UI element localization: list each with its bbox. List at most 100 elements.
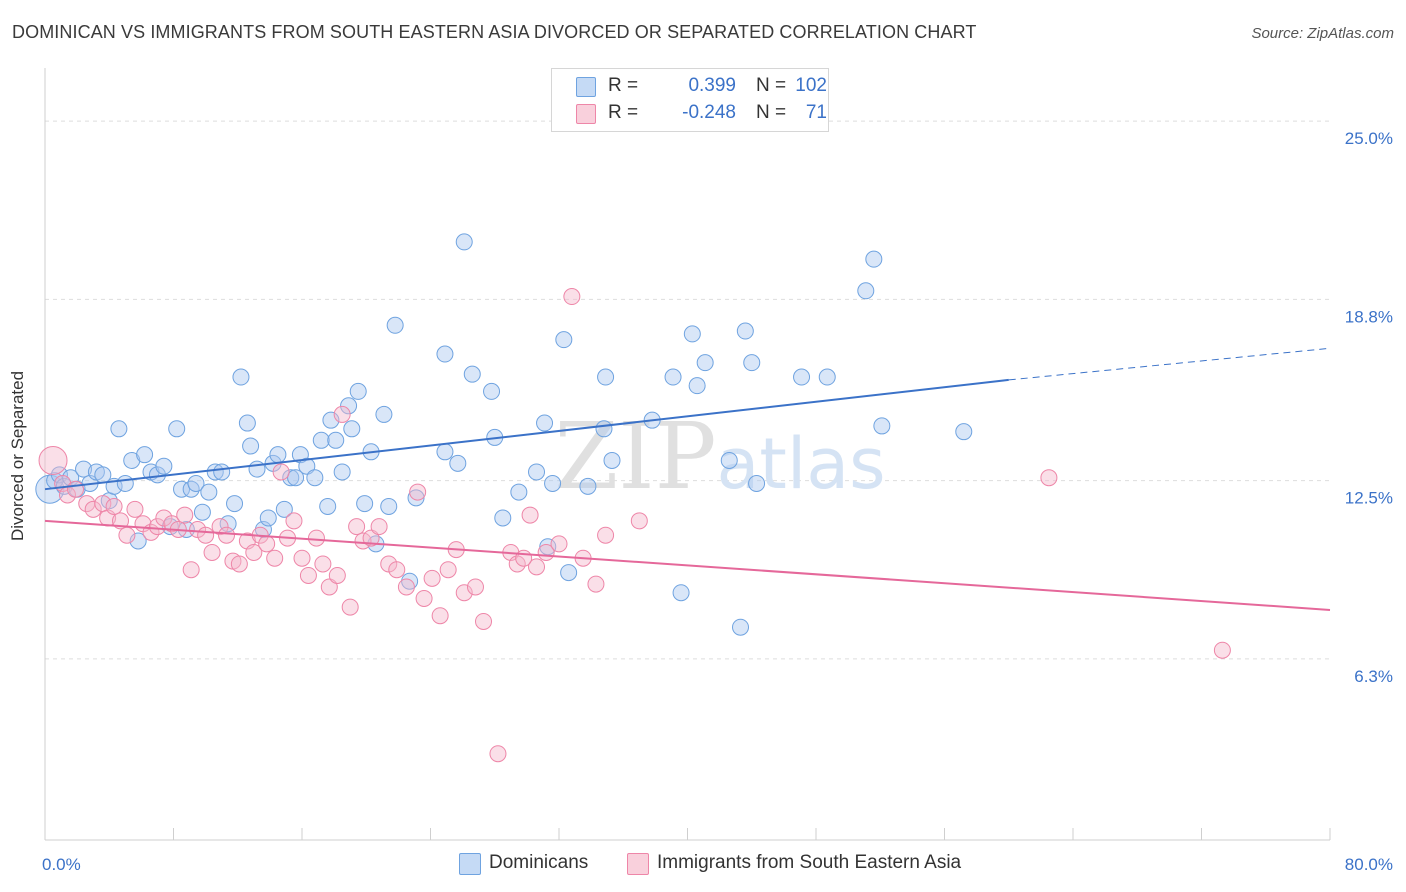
data-point (314, 555, 332, 573)
data-point (126, 500, 144, 518)
data-point (275, 500, 293, 518)
data-point (105, 497, 123, 515)
data-point (630, 512, 648, 530)
data-point (118, 526, 136, 544)
data-point (563, 288, 581, 306)
legend-r-label: R = (608, 75, 639, 96)
data-point (544, 474, 562, 492)
data-point (550, 535, 568, 553)
y-tick-label: 6.3% (1354, 667, 1393, 686)
data-point (597, 368, 615, 386)
data-point (439, 561, 457, 579)
data-point (455, 233, 473, 251)
data-point (688, 377, 706, 395)
trend-line-extension (1008, 347, 1331, 381)
legend-n-label: N = (756, 102, 787, 123)
correlation-legend: R = 0.399 N = 102 R = -0.248 N = 71 (551, 68, 829, 132)
x-tick-label: 0.0% (42, 855, 81, 874)
axes (44, 68, 1331, 841)
data-point (340, 397, 358, 415)
data-point (67, 480, 85, 498)
trend-line (44, 378, 1009, 491)
legend-swatch-blue (576, 77, 596, 97)
data-point (155, 457, 173, 475)
data-point (466, 578, 484, 596)
data-point (597, 526, 615, 544)
data-point (173, 480, 191, 498)
data-point (386, 316, 404, 334)
legend-n-value: 102 (795, 75, 827, 96)
data-point (515, 549, 533, 567)
data-point (320, 578, 338, 596)
data-point (182, 561, 200, 579)
data-point (362, 529, 380, 547)
data-point (857, 282, 875, 300)
data-point (475, 612, 493, 630)
data-point (423, 569, 441, 587)
data-point (748, 474, 766, 492)
data-point (603, 451, 621, 469)
data-point (282, 469, 300, 487)
data-point (245, 543, 263, 561)
data-point (356, 495, 374, 513)
data-point (343, 420, 361, 438)
data-point (341, 598, 359, 616)
data-point (333, 405, 351, 423)
y-tick-label: 25.0% (1345, 129, 1393, 148)
legend-swatch-blue (459, 853, 481, 875)
data-point (197, 526, 215, 544)
watermark-text: ZIPatlas (554, 403, 885, 510)
data-point (230, 555, 248, 573)
data-point (595, 420, 613, 438)
legend-swatch-pink (576, 104, 596, 124)
data-point (528, 463, 546, 481)
data-point (258, 535, 276, 553)
data-point (349, 382, 367, 400)
data-point (272, 463, 290, 481)
data-point (163, 515, 181, 533)
data-point (306, 469, 324, 487)
trend-line (44, 519, 1331, 611)
legend-label: Immigrants from South Eastern Asia (657, 852, 962, 873)
legend-swatch-pink (627, 853, 649, 875)
data-point (299, 566, 317, 584)
legend-r-label: R = (608, 102, 639, 123)
data-point (182, 480, 200, 498)
y-tick-label: 12.5% (1345, 489, 1393, 508)
data-point (200, 483, 218, 501)
data-point (203, 543, 221, 561)
data-point (211, 518, 229, 536)
data-point (1213, 641, 1231, 659)
data-point (407, 489, 425, 507)
watermark: ZIPatlas (554, 403, 885, 510)
data-point (431, 607, 449, 625)
data-point (218, 526, 236, 544)
data-point (319, 497, 337, 515)
data-point (266, 549, 284, 567)
data-point (293, 549, 311, 567)
data-point (232, 368, 250, 386)
data-point (508, 555, 526, 573)
data-point (415, 589, 433, 607)
data-point (148, 518, 166, 536)
data-point (1040, 469, 1058, 487)
data-point (672, 584, 690, 602)
data-point (696, 354, 714, 372)
legend-n-label: N = (756, 75, 787, 96)
data-point (38, 445, 68, 475)
data-point (436, 345, 454, 363)
series-se-asia (38, 288, 1231, 763)
data-point (307, 529, 325, 547)
data-point (287, 469, 305, 487)
data-point (865, 250, 883, 268)
chart-source: Source: ZipAtlas.com (1251, 25, 1394, 42)
data-point (483, 382, 501, 400)
data-point (489, 745, 507, 763)
data-point (793, 368, 811, 386)
data-point (312, 431, 330, 449)
data-point (110, 420, 128, 438)
data-point (873, 417, 891, 435)
data-point (238, 414, 256, 432)
data-point (463, 365, 481, 383)
data-point (732, 618, 750, 636)
